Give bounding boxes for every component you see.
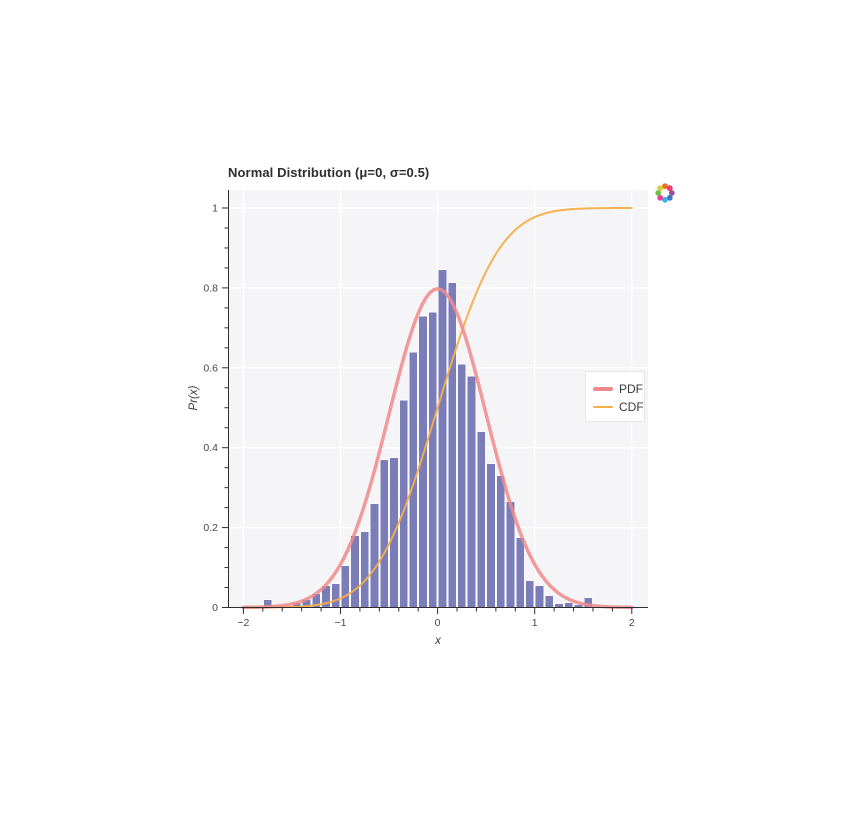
histogram-bar [408, 351, 419, 608]
logo-dot [668, 190, 675, 196]
legend-label-pdf: PDF [619, 382, 643, 396]
x-tick-label: 2 [629, 617, 635, 629]
histogram-bar [330, 583, 341, 609]
y-tick-label: 0.8 [203, 282, 218, 294]
y-tick-label: 0.6 [203, 362, 218, 374]
legend-label-cdf: CDF [619, 400, 644, 414]
logo-dot [657, 185, 664, 192]
x-axis-label: x [435, 635, 441, 647]
histogram-bar [554, 603, 564, 609]
x-tick-label: −2 [237, 617, 249, 629]
y-tick-label: 0 [212, 602, 218, 614]
histogram-bar [486, 463, 496, 608]
histogram-bar [437, 269, 448, 608]
histogram-bar [369, 503, 380, 609]
x-tick-label: 0 [435, 617, 441, 629]
histogram-bar [563, 602, 574, 608]
cdf-curve [242, 207, 633, 609]
legend-item-cdf: CDF [593, 398, 644, 416]
histogram-bar [495, 475, 506, 609]
cdf-line-swatch [593, 405, 613, 409]
histogram-bar [466, 375, 477, 609]
histogram-bar [515, 537, 525, 609]
histogram-bar [544, 595, 555, 609]
y-tick-label: 1 [212, 203, 218, 215]
logo-dot [662, 196, 668, 203]
chart-title: Normal Distribution (μ=0, σ=0.5) [228, 165, 430, 180]
histogram-bar [447, 282, 458, 608]
histogram-bar [524, 579, 535, 608]
histogram-bar [476, 431, 487, 608]
histogram-bar [534, 585, 545, 609]
histogram-bar [457, 363, 467, 608]
histogram-bar [359, 531, 370, 608]
histogram-bar [340, 565, 351, 608]
x-tick-label: 1 [532, 617, 538, 629]
bokeh-logo[interactable] [654, 182, 676, 204]
pdf-line-swatch [593, 387, 613, 391]
logo-dot [655, 190, 662, 196]
histogram-bar [350, 535, 360, 609]
logo-dot [657, 194, 664, 201]
legend: PDF CDF [585, 371, 645, 422]
logo-dot [666, 194, 673, 201]
y-tick-label: 0.4 [203, 442, 218, 454]
pdf-curve [241, 286, 634, 610]
y-axis-label: Pr(x) [188, 385, 200, 411]
logo-dot [662, 183, 668, 190]
histogram-bar [427, 311, 438, 608]
legend-item-pdf: PDF [593, 380, 644, 398]
y-tick-label: 0.2 [203, 522, 218, 534]
logo-dot [666, 185, 673, 192]
histogram-bar [379, 459, 390, 608]
x-tick-label: −1 [335, 617, 347, 629]
